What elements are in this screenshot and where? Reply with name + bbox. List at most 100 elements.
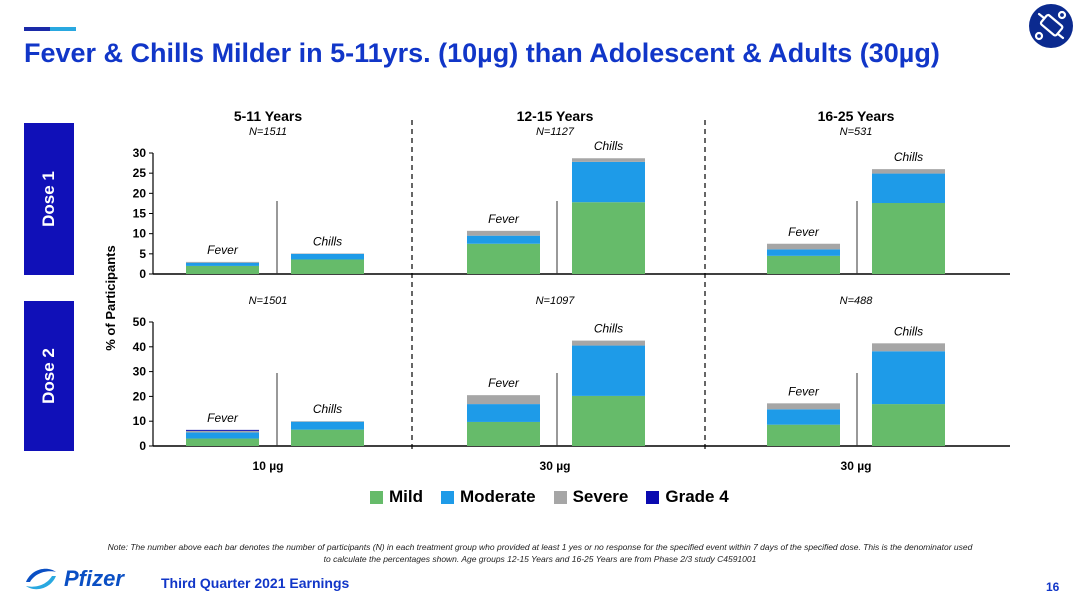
legend-swatch-severe bbox=[553, 490, 567, 504]
group-n-dose-1: N=531 bbox=[840, 126, 873, 138]
bar-label: Fever bbox=[488, 376, 520, 390]
y-axis-title: % of Participants bbox=[103, 245, 118, 350]
legend-swatch-grade4 bbox=[646, 490, 660, 504]
bar-label: Fever bbox=[207, 243, 239, 257]
legend-label-severe: Severe bbox=[572, 487, 629, 506]
bar-segment-severe bbox=[186, 430, 259, 433]
y-tick-label: 25 bbox=[133, 166, 147, 180]
bar-label: Fever bbox=[488, 212, 520, 226]
dose-1-label-box: Dose 1 bbox=[24, 123, 74, 275]
bar-label: Chills bbox=[894, 324, 923, 338]
y-tick-label: 50 bbox=[133, 315, 147, 329]
bar-segment-mild bbox=[767, 255, 840, 274]
bar-segment-mild bbox=[291, 259, 364, 274]
y-tick-label: 30 bbox=[133, 365, 147, 379]
legend-item-severe: Severe bbox=[553, 487, 629, 507]
bar-label: Chills bbox=[313, 234, 342, 248]
legend-item-moderate: Moderate bbox=[441, 487, 536, 507]
bar-segment-moderate bbox=[872, 173, 945, 204]
legend-swatch-mild bbox=[370, 490, 383, 504]
legend-label-moderate: Moderate bbox=[460, 487, 536, 506]
footnote-line-2: to calculate the percentages shown. Age … bbox=[323, 554, 757, 564]
bar-segment-severe bbox=[467, 395, 540, 405]
group-n-dose-2: N=1097 bbox=[536, 295, 576, 307]
bar-segment-mild bbox=[572, 202, 645, 274]
group-dose-label: 30 µg bbox=[841, 459, 872, 473]
group-n-dose-1: N=1511 bbox=[249, 126, 287, 138]
dose-2-label-box: Dose 2 bbox=[24, 301, 74, 451]
chart-legend: Mild Moderate Severe Grade 4 bbox=[370, 487, 729, 507]
group-dose-label: 10 µg bbox=[253, 459, 284, 473]
bar-label: Fever bbox=[788, 384, 820, 398]
pfizer-logo: Pfizer bbox=[22, 564, 124, 594]
bar-segment-mild bbox=[572, 395, 645, 446]
y-tick-label: 10 bbox=[133, 227, 147, 241]
bar-segment-mild bbox=[767, 424, 840, 446]
stacked-bar-chart: % of Participants 5-11 Years N=1511 N=1501 1… bbox=[103, 108, 1010, 473]
title-accent-dark bbox=[24, 27, 50, 31]
legend-label-mild: Mild bbox=[389, 487, 423, 506]
bar-segment-moderate bbox=[767, 409, 840, 425]
bar-segment-moderate bbox=[467, 235, 540, 244]
bar-segment-mild bbox=[872, 203, 945, 274]
footer-text: Third Quarter 2021 Earnings bbox=[161, 575, 350, 591]
bar-segment-moderate bbox=[291, 421, 364, 430]
legend-swatch-moderate bbox=[441, 490, 454, 504]
group-n-dose-1: N=1127 bbox=[536, 126, 575, 138]
y-tick-label: 0 bbox=[139, 267, 146, 281]
y-tick-label: 40 bbox=[133, 340, 147, 354]
bar-segment-severe bbox=[872, 169, 945, 174]
bar-segment-mild bbox=[872, 404, 945, 446]
bar-segment-mild bbox=[291, 429, 364, 446]
bar-segment-moderate bbox=[572, 345, 645, 396]
group-n-dose-2: N=1501 bbox=[249, 295, 288, 307]
bar-segment-mild bbox=[186, 438, 259, 446]
bar-label: Chills bbox=[313, 402, 342, 416]
bar-label: Chills bbox=[894, 150, 923, 164]
group-title: 16-25 Years bbox=[818, 108, 895, 124]
bar-segment-moderate bbox=[872, 351, 945, 405]
bar-segment-grade4 bbox=[186, 429, 259, 431]
group-title: 5-11 Years bbox=[234, 108, 302, 124]
bar-segment-mild bbox=[186, 265, 259, 274]
y-tick-label: 5 bbox=[139, 247, 146, 261]
pfizer-logo-text: Pfizer bbox=[64, 566, 124, 591]
bar-segment-mild bbox=[467, 243, 540, 274]
page-number: 16 bbox=[1046, 580, 1060, 594]
bar-segment-moderate bbox=[186, 262, 259, 266]
y-tick-label: 30 bbox=[133, 146, 147, 160]
y-tick-label: 20 bbox=[133, 186, 147, 200]
bar-segment-severe bbox=[572, 158, 645, 162]
bar-segment-severe bbox=[767, 243, 840, 250]
bar-segment-moderate bbox=[291, 253, 364, 260]
bar-label: Fever bbox=[788, 225, 820, 239]
group-n-dose-2: N=488 bbox=[840, 295, 874, 307]
bar-segment-severe bbox=[767, 403, 840, 410]
bar-segment-severe bbox=[186, 261, 259, 263]
y-tick-label: 10 bbox=[133, 414, 147, 428]
slide-title: Fever & Chills Milder in 5-11yrs. (10µg)… bbox=[24, 38, 940, 68]
group-dose-label: 30 µg bbox=[540, 459, 571, 473]
bar-segment-severe bbox=[467, 230, 540, 236]
vaccine-vial-icon bbox=[1029, 4, 1073, 48]
footnote: Note: The number above each bar denotes … bbox=[10, 541, 1070, 565]
bar-label: Fever bbox=[207, 411, 239, 425]
bar-segment-mild bbox=[467, 421, 540, 446]
pfizer-logo-icon bbox=[26, 568, 56, 590]
y-tick-label: 20 bbox=[133, 389, 147, 403]
y-tick-label: 0 bbox=[139, 439, 146, 453]
bar-segment-severe bbox=[872, 343, 945, 352]
bar-segment-moderate bbox=[767, 249, 840, 256]
legend-label-grade4: Grade 4 bbox=[665, 487, 729, 506]
bar-segment-severe bbox=[572, 340, 645, 346]
title-accent-light bbox=[50, 27, 76, 31]
bar-label: Chills bbox=[594, 322, 623, 336]
group-title: 12-15 Years bbox=[517, 108, 594, 124]
bar-segment-moderate bbox=[572, 161, 645, 203]
bar-label: Chills bbox=[594, 139, 623, 153]
footnote-line-1: Note: The number above each bar denotes … bbox=[107, 542, 973, 552]
legend-item-grade4: Grade 4 bbox=[646, 487, 729, 507]
bar-segment-moderate bbox=[186, 432, 259, 439]
legend-item-mild: Mild bbox=[370, 487, 423, 507]
y-tick-label: 15 bbox=[133, 207, 147, 221]
